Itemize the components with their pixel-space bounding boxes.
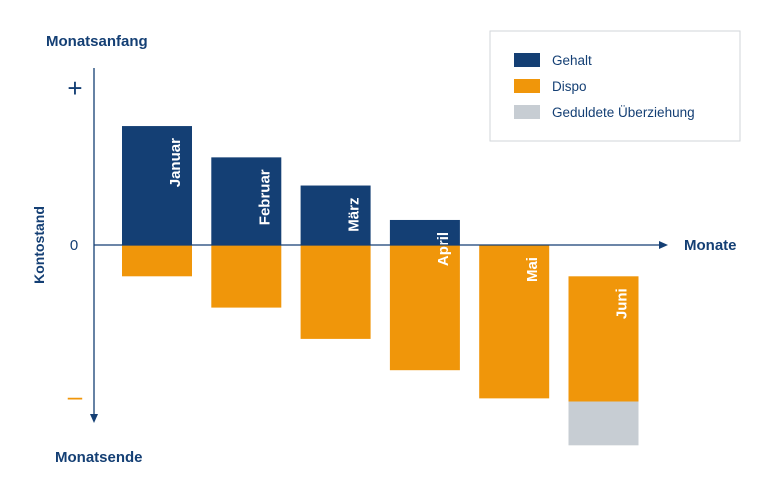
bar-label-6: Juni [614,288,631,319]
x-axis-title: Monate [684,237,737,254]
bar-dispo-4 [389,245,460,371]
legend-label-gehalt: Gehalt [552,53,592,68]
axes [90,68,668,423]
bar-gehalt-1 [122,126,192,245]
bar-label-3: März [346,198,363,232]
bars-group: Januar Februar März April Mai Juni [122,126,639,446]
y-axis-arrow [90,414,98,423]
bar-gehalt-3 [300,185,371,245]
bar-gehalt-4 [389,219,460,245]
bar-label-4: April [435,232,452,266]
legend: Gehalt Dispo Geduldete Überziehung [489,30,741,142]
y-tick-plus: + [67,73,82,103]
bar-label-2: Februar [256,169,273,225]
legend-swatch-dispo [514,79,540,93]
y-top-label: Monatsanfang [46,33,148,50]
bar-dispo-5 [479,245,550,399]
legend-swatch-geduldet [514,105,540,119]
bar-label-5: Mai [524,257,541,282]
bar-gehalt-2 [211,157,282,245]
y-axis-title: Kontostand [31,206,47,284]
legend-label-geduldet: Geduldete Überziehung [552,105,695,120]
bar-dispo-3 [300,245,371,339]
bar-label-1: Januar [167,138,184,187]
y-tick-zero: 0 [70,237,78,254]
legend-label-dispo: Dispo [552,79,587,94]
bar-dispo-2 [211,245,282,308]
y-tick-minus: – [68,381,83,411]
y-bottom-label: Monatsende [55,449,143,466]
x-axis-arrow [659,241,668,249]
legend-swatch-gehalt [514,53,540,67]
bar-dispo-6 [568,276,639,402]
bar-dispo-1 [122,245,192,277]
bar-geduldet-6 [568,401,639,446]
